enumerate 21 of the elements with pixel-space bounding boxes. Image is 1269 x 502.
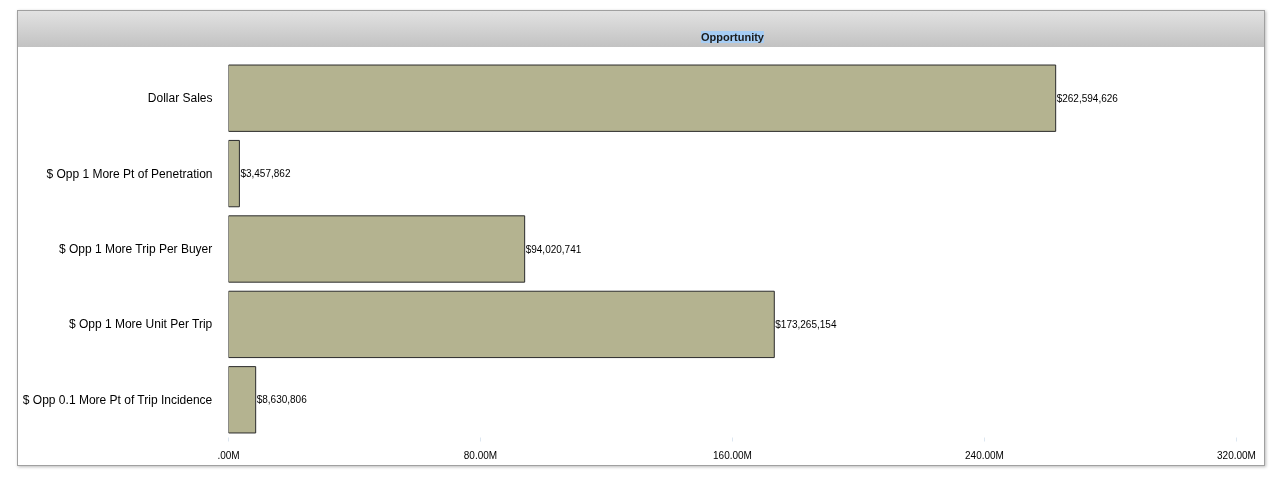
bar <box>228 139 240 208</box>
y-tick-label: $ Opp 1 More Unit Per Trip <box>68 317 213 332</box>
x-tick-label: 320.00M <box>1217 449 1256 461</box>
y-tick-label: $ Opp 1 More Trip Per Buyer <box>58 242 213 256</box>
y-tick-label: $ Opp 0.1 More Pt of Trip Incidence <box>22 392 213 407</box>
data-label: $3,457,862 <box>240 168 291 180</box>
bar <box>228 366 257 434</box>
y-tick-label: $ Opp 1 More Pt of Penetration <box>46 166 213 181</box>
bar <box>228 215 526 283</box>
chart-title: Opportunity <box>701 31 765 43</box>
data-label: $262,594,626 <box>1056 92 1119 104</box>
data-label: $94,020,741 <box>525 243 582 255</box>
x-tick-label: 80.00M <box>463 449 498 461</box>
bar <box>228 64 1057 132</box>
data-label: $8,630,806 <box>256 394 308 406</box>
x-tick-label: 160.00M <box>713 449 752 461</box>
data-label: $173,265,154 <box>775 318 837 330</box>
x-tick-label: 240.00M <box>965 449 1004 461</box>
y-tick-label: Dollar Sales <box>147 91 213 106</box>
x-tick-label: .00M <box>217 449 240 461</box>
bar <box>228 290 775 359</box>
